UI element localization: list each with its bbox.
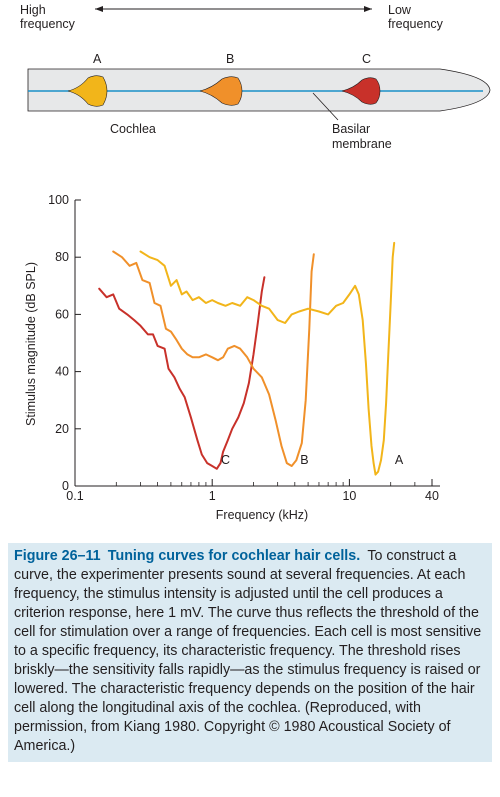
high-frequency-line-2: frequency: [20, 17, 76, 31]
series-line-a: [141, 243, 395, 475]
cochlea-diagram: High frequency Low frequency A B C Cochl…: [20, 3, 490, 151]
x-tick-label: 10: [342, 489, 356, 503]
y-axis-title: Stimulus magnitude (dB SPL): [24, 262, 38, 426]
cochlea-label: Cochlea: [110, 122, 156, 136]
frequency-arrow: [95, 6, 372, 12]
cell-label-b: B: [226, 52, 234, 66]
high-frequency-line-1: High: [20, 3, 46, 17]
low-frequency-line-1: Low: [388, 3, 412, 17]
x-tick-label: 0.1: [66, 489, 83, 503]
y-tick-label: 80: [55, 250, 69, 264]
basilar-membrane-label: Basilar membrane: [332, 122, 392, 151]
cell-label-c: C: [362, 52, 371, 66]
high-frequency-label: High frequency: [20, 3, 76, 31]
caption-figure-number: Figure 26–11: [14, 548, 101, 564]
curve-label-c: C: [221, 453, 230, 467]
x-tick-label: 1: [209, 489, 216, 503]
low-frequency-label: Low frequency: [388, 3, 444, 31]
caption-title: Tuning curves for cochlear hair cells.: [108, 548, 360, 564]
figure-caption: Figure 26–11 Tuning curves for cochlear …: [8, 543, 492, 762]
basilar-membrane-line-2: membrane: [332, 137, 392, 151]
series-layer: [99, 243, 394, 475]
x-axis-title: Frequency (kHz): [216, 508, 308, 522]
figure-canvas: High frequency Low frequency A B C Cochl…: [0, 0, 500, 540]
y-tick-label: 100: [48, 193, 69, 207]
low-frequency-line-2: frequency: [388, 17, 444, 31]
curve-label-b: B: [300, 453, 308, 467]
curve-label-a: A: [395, 453, 404, 467]
x-tick-label: 40: [425, 489, 439, 503]
series-line-b: [113, 252, 314, 467]
caption-body: To construct a curve, the experimenter p…: [14, 548, 481, 754]
y-tick-label: 20: [55, 422, 69, 436]
y-tick-label: 40: [55, 365, 69, 379]
basilar-membrane-line-1: Basilar: [332, 122, 370, 136]
y-tick-label: 60: [55, 307, 69, 321]
cell-label-a: A: [93, 52, 102, 66]
